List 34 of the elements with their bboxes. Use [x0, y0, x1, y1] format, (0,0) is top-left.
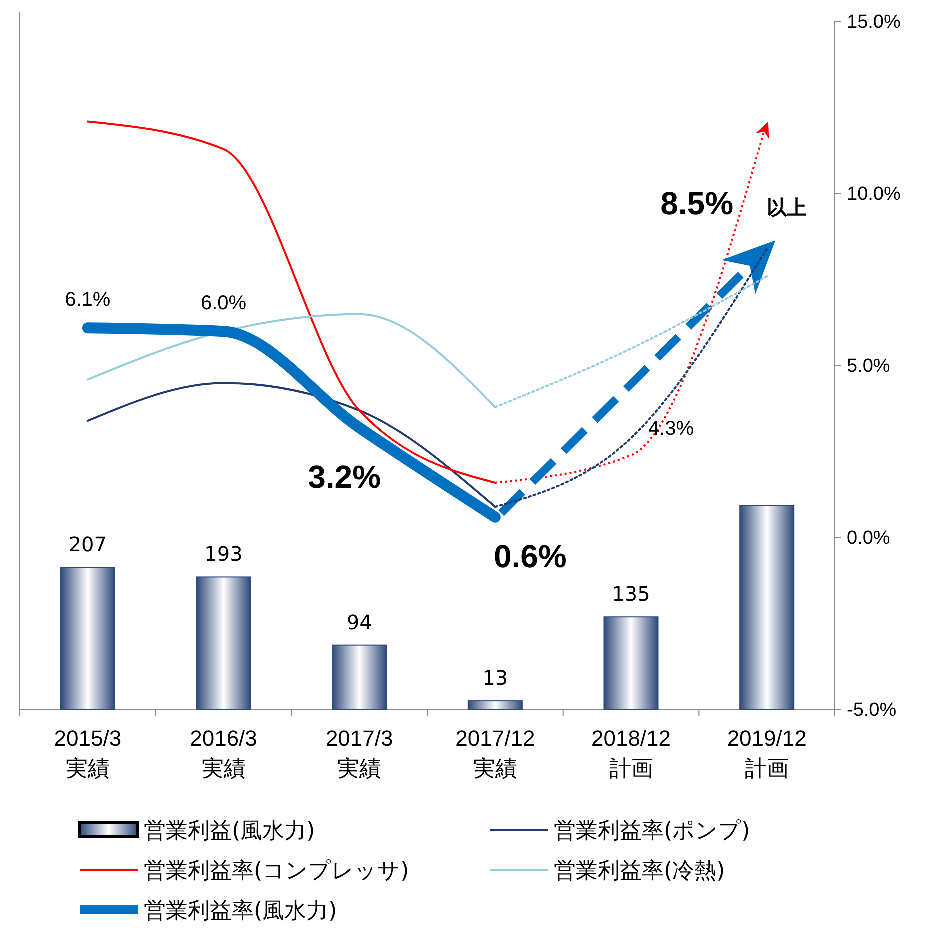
annotation: 以上 — [767, 198, 808, 220]
x-tick-label: 2015/3 実績 — [54, 726, 122, 781]
data-label: 6.1% — [65, 289, 111, 312]
bar — [332, 644, 388, 710]
data-label: 94 — [346, 610, 372, 634]
x-tick-label: 2017/12 実績 — [456, 726, 536, 781]
data-label: 135 — [612, 582, 650, 606]
y2-tick-label: 10.0% — [847, 184, 901, 206]
data-label: 207 — [68, 532, 108, 557]
data-label: 193 — [204, 542, 243, 566]
y2-tick-label: -5.0% — [847, 700, 897, 722]
data-label: 0.6% — [494, 538, 567, 574]
legend-label: 営業利益率(風水力) — [144, 899, 338, 924]
annotation: 4.3% — [648, 418, 694, 440]
bar — [740, 505, 795, 710]
bar — [468, 700, 523, 710]
legend-label: 営業利益率(冷熱) — [554, 859, 726, 884]
x-tick-label: 2018/12 計画 — [591, 726, 672, 781]
legend-label: 営業利益(風水力) — [144, 819, 316, 844]
x-tick-label: 2017/3 実績 — [326, 726, 394, 781]
y2-tick-label: 15.0% — [847, 12, 901, 34]
x-tick-label: 2019/12 計画 — [727, 726, 807, 781]
annotation: 8.5% — [660, 186, 734, 222]
bar — [604, 616, 659, 710]
legend-label: 営業利益率(コンプレッサ) — [144, 859, 410, 884]
y2-tick-label: 5.0% — [847, 356, 890, 378]
data-label: 6.0% — [200, 292, 247, 315]
legend-label: 営業利益率(ポンプ) — [554, 819, 750, 844]
data-label: 3.2% — [308, 458, 382, 495]
data-label: 13 — [482, 666, 508, 690]
y2-tick-label: 0.0% — [847, 528, 890, 550]
bar — [196, 576, 252, 710]
x-tick-label: 2016/3 実績 — [190, 726, 258, 781]
bar — [60, 567, 116, 710]
